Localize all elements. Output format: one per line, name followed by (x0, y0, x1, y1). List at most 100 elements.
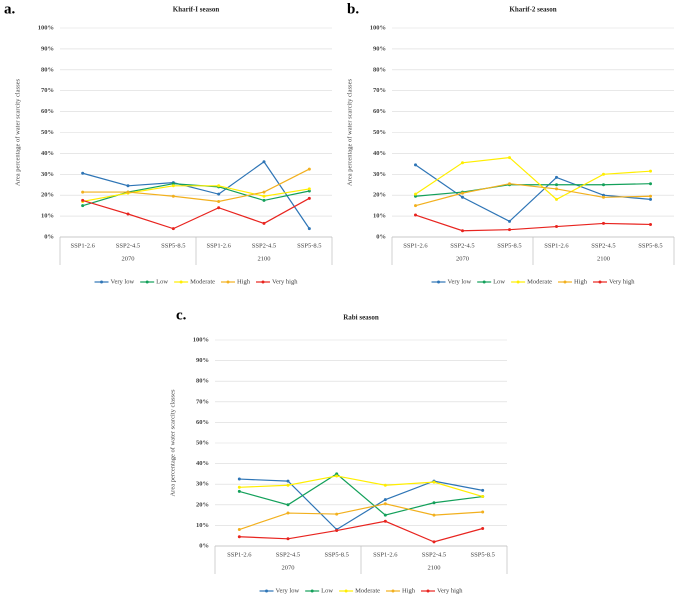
legend-marker (261, 280, 265, 284)
data-point (383, 498, 387, 502)
data-point (171, 184, 175, 188)
y-tick-label: 10% (41, 213, 54, 220)
x-tick-label: SSP1-2.6 (403, 242, 428, 249)
y-tick-label: 80% (41, 66, 54, 73)
data-point (602, 193, 605, 197)
x-tick-label: SSP5-8.5 (497, 242, 521, 249)
y-tick-label: 40% (373, 150, 386, 157)
series-line (415, 164, 651, 223)
y-axis-label: Area percentage of water scarcity classe… (346, 79, 353, 186)
series-line (415, 214, 651, 232)
data-point (217, 192, 221, 196)
series-line (415, 183, 651, 197)
y-tick-label: 20% (41, 192, 54, 199)
legend-marker (145, 280, 149, 284)
data-point (126, 212, 130, 216)
series-line (415, 183, 651, 207)
legend-label: Very high (272, 278, 298, 285)
legend-label: Very low (276, 587, 300, 594)
data-point (555, 225, 558, 229)
y-tick-label: 70% (41, 87, 54, 94)
legend: Very low Low Moderate High Very high (431, 278, 635, 285)
x-group-label: 2100 (258, 255, 271, 262)
data-point (649, 197, 652, 201)
x-group-label: 2070 (282, 564, 295, 571)
x-tick-label: SSP5-8.5 (324, 551, 348, 558)
chart-title: Rabi season (343, 314, 379, 322)
chart-title: Kharif-I season (173, 6, 220, 14)
legend-label: High (237, 278, 251, 285)
x-tick-label: SSP1-2.6 (206, 242, 231, 249)
data-point (602, 195, 605, 199)
series-line (239, 473, 483, 516)
data-point (414, 213, 417, 217)
data-point (237, 477, 241, 481)
panel-label: b. (347, 1, 359, 17)
legend-label: Low (493, 278, 505, 285)
legend-label: Low (156, 278, 168, 285)
y-tick-label: 100% (193, 336, 209, 343)
data-point (262, 198, 266, 202)
y-tick-label: 100% (370, 24, 386, 31)
x-tick-label: SSP2-4.5 (591, 242, 615, 249)
data-point (555, 183, 558, 187)
data-point (262, 190, 266, 194)
data-point (335, 474, 339, 478)
data-point (307, 196, 311, 200)
data-point (383, 502, 387, 506)
legend-marker (226, 280, 230, 284)
data-point (217, 199, 221, 203)
x-tick-label: SSP1-2.6 (373, 551, 398, 558)
x-tick-label: SSP5-8.5 (470, 551, 494, 558)
data-point (432, 540, 436, 544)
data-point (307, 227, 311, 231)
data-point (81, 204, 85, 208)
y-tick-label: 0% (199, 542, 209, 549)
y-tick-label: 60% (373, 108, 386, 115)
data-point (286, 479, 290, 483)
data-point (307, 187, 311, 191)
data-point (555, 187, 558, 191)
legend-label: Moderate (190, 278, 215, 285)
legend-marker (100, 280, 104, 284)
y-tick-label: 30% (41, 171, 54, 178)
data-point (508, 228, 511, 232)
series-line (82, 197, 310, 230)
series-line (239, 478, 483, 531)
data-point (307, 167, 311, 171)
data-point (414, 204, 417, 208)
x-group-label: 2070 (456, 255, 469, 262)
series-line (82, 160, 310, 229)
x-tick-label: SSP1-2.6 (544, 242, 569, 249)
legend-label: Moderate (355, 587, 380, 594)
data-point (286, 537, 290, 541)
series-line (82, 168, 310, 203)
data-point (508, 219, 511, 223)
data-point (508, 182, 511, 186)
series-line (239, 520, 483, 543)
legend-marker (344, 589, 348, 593)
legend-marker (598, 280, 602, 284)
x-group-label: 2100 (597, 255, 610, 262)
data-point (307, 189, 311, 193)
data-point (649, 194, 652, 198)
y-tick-label: 20% (373, 192, 386, 199)
data-point (602, 221, 605, 225)
y-tick-label: 30% (196, 481, 209, 488)
x-tick-label: SSP2-4.5 (252, 242, 276, 249)
y-tick-label: 80% (373, 66, 386, 73)
data-point (262, 221, 266, 225)
data-point (126, 184, 130, 188)
legend-label: Very low (111, 278, 135, 285)
legend-marker (265, 589, 269, 593)
panel-label: c. (176, 307, 187, 323)
y-tick-label: 60% (41, 108, 54, 115)
data-point (461, 191, 464, 195)
data-point (414, 192, 417, 196)
y-tick-label: 40% (41, 150, 54, 157)
data-point (383, 513, 387, 517)
y-axis-label: Area percentage of water scarcity classe… (169, 389, 176, 496)
y-tick-label: 90% (373, 45, 386, 52)
x-tick-label: SSP2-4.5 (422, 551, 446, 558)
data-point (286, 511, 290, 515)
